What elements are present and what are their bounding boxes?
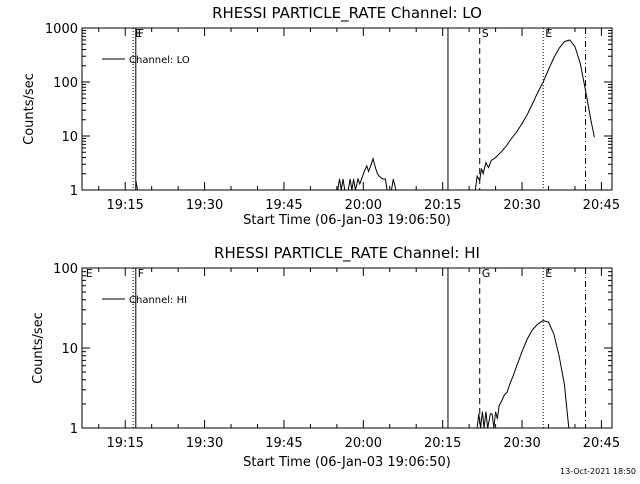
event-marker-label: E — [545, 27, 552, 40]
plot-timestamp: 13-Oct-2021 18:50 — [560, 467, 636, 476]
chart-title-2: RHESSI PARTICLE_RATE Channel: HI — [214, 244, 480, 263]
x-tick-label: 20:15 — [424, 198, 461, 213]
y-tick-label: 10 — [61, 342, 78, 357]
y-tick-label: 1 — [70, 422, 78, 437]
event-marker-label: E — [545, 267, 552, 280]
y-tick-label: 10 — [61, 130, 78, 145]
x-axis-label-2: Start Time (06-Jan-03 19:06:50) — [243, 455, 451, 470]
event-marker-label: E — [86, 267, 93, 280]
series-line — [135, 180, 139, 191]
x-axis-label-1: Start Time (06-Jan-03 19:06:50) — [243, 213, 451, 228]
y-axis-label-1: Counts/sec — [22, 73, 37, 145]
x-tick-label: 19:30 — [186, 436, 223, 451]
series-line — [476, 320, 570, 429]
legend-label: Channel: HI — [129, 295, 187, 306]
event-marker-label: F — [138, 267, 144, 280]
plot-frame-1 — [81, 27, 613, 191]
x-tick-label: 19:45 — [265, 436, 302, 451]
event-marker-label: G — [482, 267, 491, 280]
chart-title-1: RHESSI PARTICLE_RATE Channel: LO — [212, 4, 482, 23]
series-line — [474, 39, 595, 191]
x-tick-label: 20:00 — [345, 198, 382, 213]
y-axis-label-2: Counts/sec — [31, 312, 46, 384]
x-tick-label: 19:30 — [186, 198, 223, 213]
x-tick-label: 20:45 — [583, 198, 620, 213]
event-marker-label: S — [482, 27, 489, 40]
event-marker-label: E — [135, 27, 142, 40]
legend-label: Channel: LO — [129, 55, 190, 66]
series-line — [337, 156, 388, 191]
y-tick-label: 100 — [53, 262, 78, 277]
series-line — [391, 178, 397, 191]
x-tick-label: 20:15 — [424, 436, 461, 451]
x-tick-label: 20:45 — [583, 436, 620, 451]
x-tick-label: 20:30 — [503, 198, 540, 213]
x-tick-label: 20:00 — [345, 436, 382, 451]
x-tick-label: 19:45 — [265, 198, 302, 213]
plot-frame-2 — [81, 267, 613, 429]
y-tick-label: 1000 — [45, 22, 78, 37]
x-tick-label: 19:15 — [106, 436, 143, 451]
event-marker-label: F — [138, 27, 144, 40]
x-tick-label: 19:15 — [106, 198, 143, 213]
y-tick-label: 100 — [53, 76, 78, 91]
x-tick-label: 20:30 — [503, 436, 540, 451]
y-tick-label: 1 — [70, 184, 78, 199]
